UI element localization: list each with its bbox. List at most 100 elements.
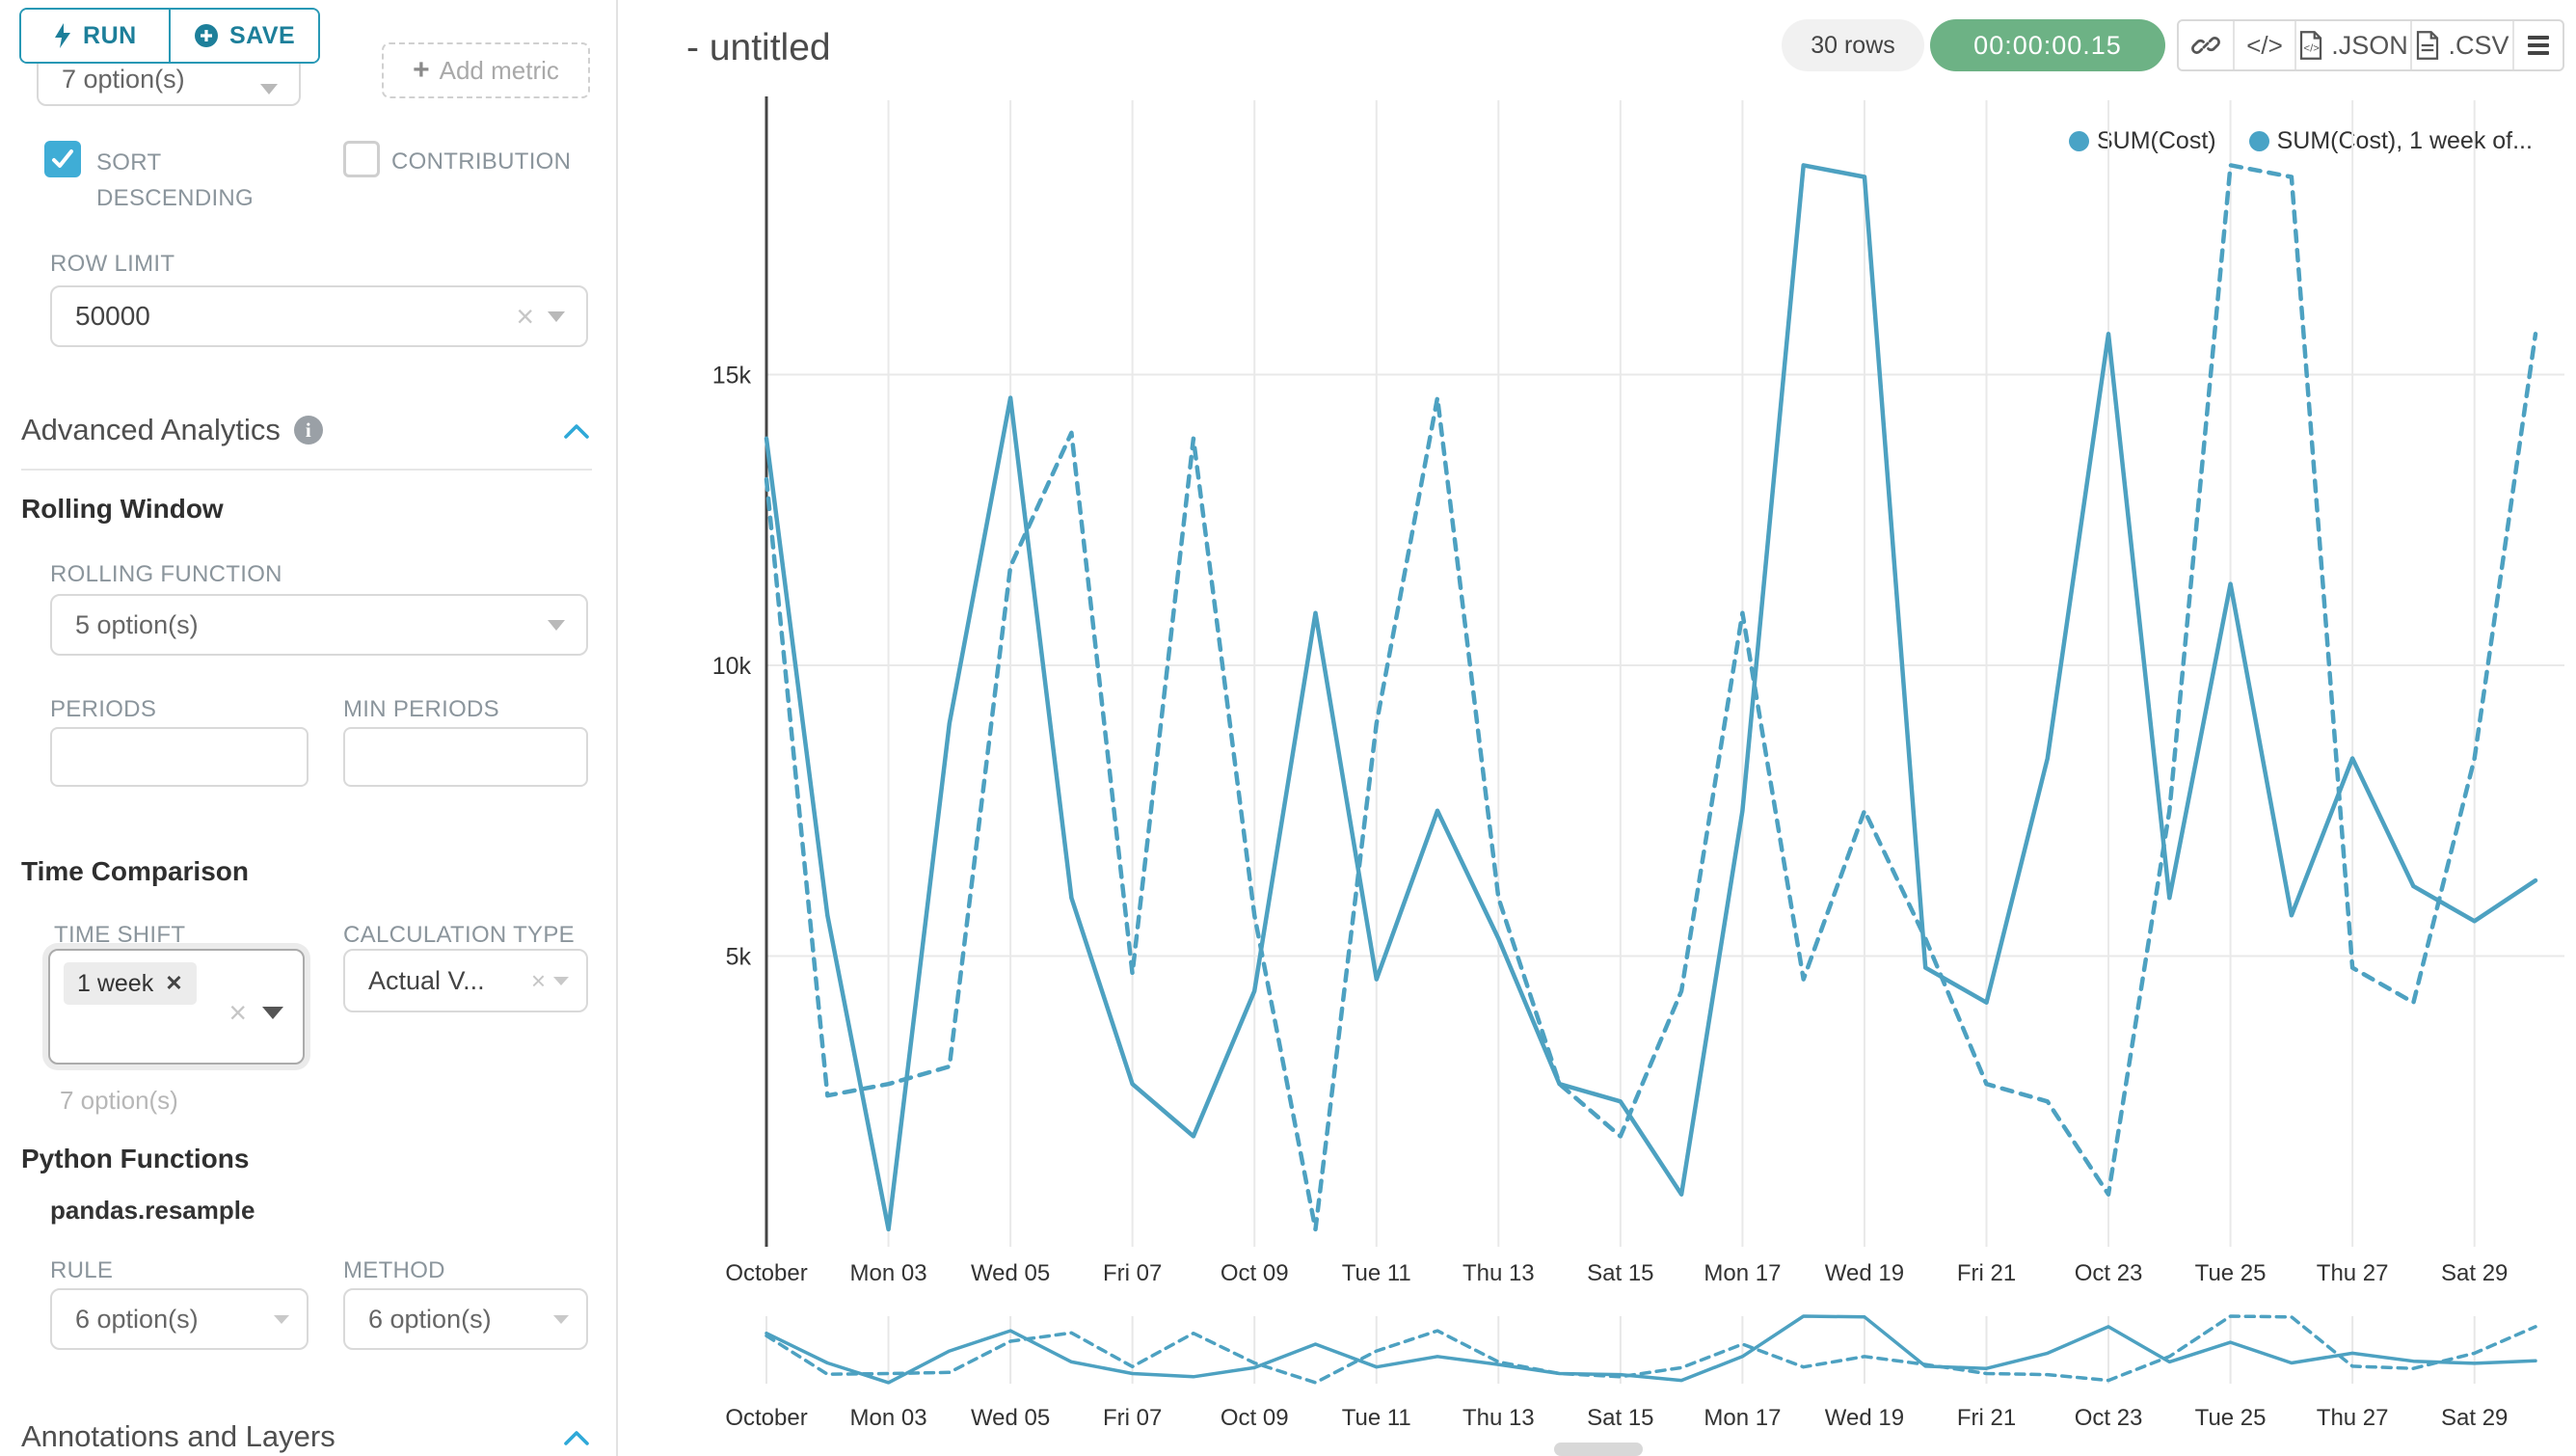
legend-label: SUM(Cost), 1 week of...: [2276, 127, 2533, 154]
sidebar-divider: [616, 0, 618, 1456]
legend-dot-icon: [2069, 131, 2089, 151]
periods-input[interactable]: [50, 727, 309, 787]
svg-text:Tue 25: Tue 25: [2195, 1260, 2267, 1286]
svg-text:Wed 19: Wed 19: [1825, 1260, 1904, 1286]
svg-text:Thu 13: Thu 13: [1462, 1405, 1535, 1431]
advanced-analytics-title: Advanced Analytics: [21, 413, 281, 446]
chevron-down-icon: [274, 1314, 289, 1324]
contribution-label: CONTRIBUTION: [391, 148, 572, 175]
min-periods-label: MIN PERIODS: [343, 696, 499, 722]
link-icon: [2191, 37, 2220, 54]
rolling-function-label: ROLLING FUNCTION: [50, 561, 282, 587]
contribution-checkbox[interactable]: [343, 141, 380, 177]
rows-badge: 30 rows: [1782, 19, 1924, 71]
csv-file-icon: [2417, 31, 2439, 60]
remove-tag-icon[interactable]: ✕: [165, 971, 183, 995]
legend-dot-icon: [2248, 131, 2269, 151]
rule-value: 6 option(s): [75, 1304, 199, 1334]
export-json-button[interactable]: </> .JSON: [2296, 21, 2412, 69]
chart-title[interactable]: - untitled: [686, 27, 831, 68]
clear-icon[interactable]: ×: [516, 299, 534, 334]
row-limit-select[interactable]: 50000 ×: [50, 285, 588, 347]
clear-icon[interactable]: ×: [530, 966, 546, 995]
time-comparison-title: Time Comparison: [21, 856, 249, 886]
add-metric-button[interactable]: + Add metric: [382, 42, 590, 98]
method-select[interactable]: 6 option(s): [343, 1288, 588, 1350]
export-json-label: .JSON: [2331, 30, 2408, 60]
mini-chart-preview[interactable]: October Mon 03 Wed 05 Fri 07 Oct 09 Tue 11 Thu…: [617, 1292, 2576, 1456]
periods-label: PERIODS: [50, 696, 157, 722]
python-functions-title: Python Functions: [21, 1144, 250, 1173]
svg-text:</>: </>: [2304, 42, 2321, 54]
horizontal-scrollbar-thumb[interactable]: [1554, 1443, 1643, 1456]
svg-text:Wed 05: Wed 05: [971, 1405, 1050, 1431]
chevron-down-icon: [553, 976, 569, 985]
export-toolbar: </> </> .JSON .CSV: [2177, 19, 2564, 71]
menu-icon: [2528, 36, 2549, 55]
svg-text:Thu 27: Thu 27: [2317, 1405, 2389, 1431]
chevron-down-icon: [548, 310, 565, 322]
svg-text:October: October: [725, 1405, 807, 1431]
calculation-type-value: Actual V...: [368, 965, 485, 995]
chevron-down-icon: [553, 1314, 569, 1324]
svg-text:Mon 17: Mon 17: [1704, 1405, 1781, 1431]
svg-text:Sat 15: Sat 15: [1587, 1260, 1653, 1286]
time-shift-select[interactable]: 1 week ✕ ×: [48, 949, 305, 1065]
rolling-window-title: Rolling Window: [21, 494, 224, 524]
button-separator: [168, 10, 172, 62]
svg-text:Fri 21: Fri 21: [1957, 1405, 2016, 1431]
svg-text:Sat 29: Sat 29: [2441, 1260, 2508, 1286]
chevron-up-icon[interactable]: [563, 422, 590, 440]
sort-descending-checkbox[interactable]: [44, 141, 81, 177]
svg-text:Wed 05: Wed 05: [971, 1260, 1050, 1286]
svg-text:Oct 09: Oct 09: [1221, 1260, 1289, 1286]
advanced-analytics-header[interactable]: Advanced Analytics i: [21, 413, 323, 447]
svg-text:Tue 11: Tue 11: [1342, 1405, 1411, 1431]
export-csv-label: .CSV: [2448, 30, 2509, 60]
rule-select[interactable]: 6 option(s): [50, 1288, 309, 1350]
row-limit-value: 50000: [75, 301, 150, 331]
svg-text:Oct 09: Oct 09: [1221, 1405, 1289, 1431]
rolling-function-select[interactable]: 5 option(s): [50, 594, 588, 656]
calculation-type-select[interactable]: Actual V... ×: [343, 949, 588, 1012]
chevron-down-icon: [260, 84, 278, 94]
chart-legend: SUM(Cost) SUM(Cost), 1 week of...: [2069, 127, 2533, 155]
run-button-label: RUN: [83, 21, 137, 49]
main-chart[interactable]: 5k 10k 15k October Mon 03 Wed 05 Fri 07 Oct 09 T…: [617, 87, 2576, 1302]
legend-label: SUM(Cost): [2097, 127, 2216, 154]
calculation-type-label: CALCULATION TYPE: [343, 922, 575, 948]
clear-icon[interactable]: ×: [228, 995, 247, 1030]
svg-text:Mon 03: Mon 03: [850, 1405, 927, 1431]
save-button[interactable]: SAVE: [171, 10, 318, 62]
svg-text:Fri 07: Fri 07: [1103, 1260, 1162, 1286]
export-csv-button[interactable]: .CSV: [2412, 21, 2514, 69]
embed-code-button[interactable]: </>: [2235, 21, 2296, 69]
run-button[interactable]: RUN: [21, 10, 169, 62]
check-icon: [52, 149, 73, 168]
svg-text:Mon 03: Mon 03: [850, 1260, 927, 1286]
legend-item-sum-cost-offset[interactable]: SUM(Cost), 1 week of...: [2248, 127, 2533, 155]
time-shift-label: TIME SHIFT: [54, 922, 186, 948]
save-button-label: SAVE: [229, 21, 296, 49]
row-limit-label: ROW LIMIT: [50, 251, 175, 277]
json-file-icon: </>: [2300, 31, 2322, 60]
svg-text:Thu 27: Thu 27: [2317, 1260, 2389, 1286]
method-label: METHOD: [343, 1257, 445, 1283]
series-line-solid: [764, 163, 2538, 1232]
lightning-icon: [55, 23, 71, 48]
copy-link-button[interactable]: [2179, 21, 2235, 69]
rolling-function-value: 5 option(s): [75, 609, 199, 639]
time-shift-tag: 1 week ✕: [64, 962, 197, 1005]
mini-series-line-dashed: [765, 1314, 2537, 1385]
method-value: 6 option(s): [368, 1304, 492, 1334]
svg-text:Wed 19: Wed 19: [1825, 1405, 1904, 1431]
more-options-button[interactable]: [2514, 21, 2563, 69]
legend-item-sum-cost[interactable]: SUM(Cost): [2069, 127, 2216, 155]
svg-text:10k: 10k: [712, 653, 752, 680]
svg-text:Fri 21: Fri 21: [1957, 1260, 2016, 1286]
timer-badge: 00:00:00.15: [1930, 19, 2165, 71]
min-periods-input[interactable]: [343, 727, 588, 787]
chevron-up-icon[interactable]: [563, 1429, 590, 1446]
chevron-down-icon: [262, 1007, 283, 1019]
